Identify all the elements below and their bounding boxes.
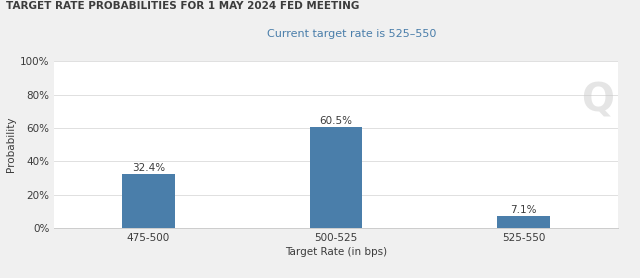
- Text: TARGET RATE PROBABILITIES FOR 1 MAY 2024 FED MEETING: TARGET RATE PROBABILITIES FOR 1 MAY 2024…: [6, 1, 360, 11]
- Bar: [310, 127, 362, 228]
- Text: 60.5%: 60.5%: [319, 116, 353, 126]
- Text: Q: Q: [581, 81, 614, 119]
- Text: 7.1%: 7.1%: [511, 205, 537, 215]
- X-axis label: Target Rate (in bps): Target Rate (in bps): [285, 247, 387, 257]
- Y-axis label: Probability: Probability: [6, 117, 16, 172]
- Bar: [497, 216, 550, 228]
- Bar: [122, 174, 175, 228]
- Text: 32.4%: 32.4%: [132, 163, 165, 173]
- Text: Current target rate is 525–550: Current target rate is 525–550: [268, 29, 436, 39]
